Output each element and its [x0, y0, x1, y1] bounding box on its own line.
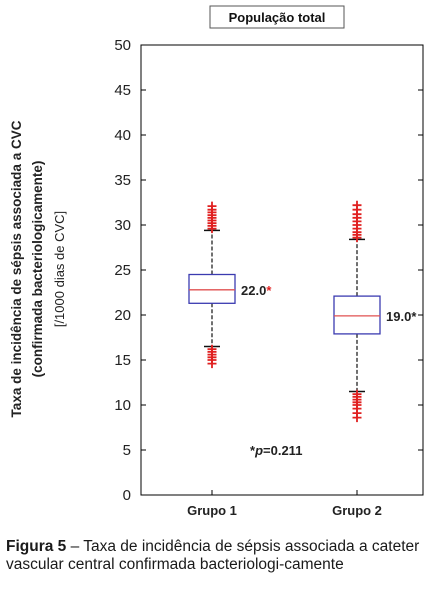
y-tick-label: 30 [114, 217, 131, 234]
title-box [209, 5, 345, 29]
box-group-1 [188, 201, 236, 369]
value-label-grupo-1-number: 22.0 [241, 283, 266, 298]
outlier-high-mark [352, 200, 362, 210]
y-tick-label: 45 [114, 82, 131, 99]
y-axis-label-line3: [/1000 dias de CVC] [52, 211, 67, 327]
p-value-asterisk: * [250, 443, 256, 458]
y-tick-label: 15 [114, 352, 131, 369]
plot-frame [140, 44, 424, 496]
outlier-low-mark [352, 413, 362, 423]
y-tick-label: 20 [114, 307, 131, 324]
outlier-low-mark [207, 359, 217, 369]
iqr-box [333, 295, 381, 335]
outlier-high-mark [207, 201, 217, 211]
caption-text: – Taxa de incidência de sépsis associada… [6, 538, 420, 573]
p-value-symbol: p [254, 443, 263, 458]
x-tick-label-grupo-2: Grupo 2 [332, 503, 382, 518]
y-tick-label: 25 [114, 262, 131, 279]
value-label-grupo-2: 19.0* [386, 309, 417, 324]
box-plot-chart: População total Taxa de incidência de sé… [9, 5, 424, 518]
caption-label: Figura 5 [6, 538, 67, 555]
x-tick-label-grupo-1: Grupo 1 [187, 503, 237, 518]
value-label-grupo-2-asterisk: * [411, 309, 417, 324]
p-value-number: =0.211 [263, 443, 302, 458]
figure-caption: Figura 5 – Taxa de incidência de sépsis … [6, 538, 430, 574]
iqr-box [188, 273, 236, 304]
p-value-annotation: *p=0.211 [250, 443, 302, 458]
y-axis-label-line1: Taxa de incidência de sépsis associada a… [9, 120, 24, 417]
box-group-2 [333, 200, 381, 423]
y-tick-label: 50 [114, 37, 131, 54]
y-tick-label: 5 [123, 442, 131, 459]
y-tick-label: 0 [123, 487, 131, 504]
y-tick-label: 35 [114, 172, 131, 189]
value-label-grupo-2-number: 19.0 [386, 309, 411, 324]
y-tick-label: 40 [114, 127, 131, 144]
value-label-grupo-1-asterisk: * [266, 283, 272, 298]
y-axis-label-line2: (confirmada bacteriologicamente) [30, 161, 45, 378]
y-tick-label: 10 [114, 397, 131, 414]
chart-title: População total [229, 10, 326, 25]
value-label-grupo-1: 22.0* [241, 283, 272, 298]
